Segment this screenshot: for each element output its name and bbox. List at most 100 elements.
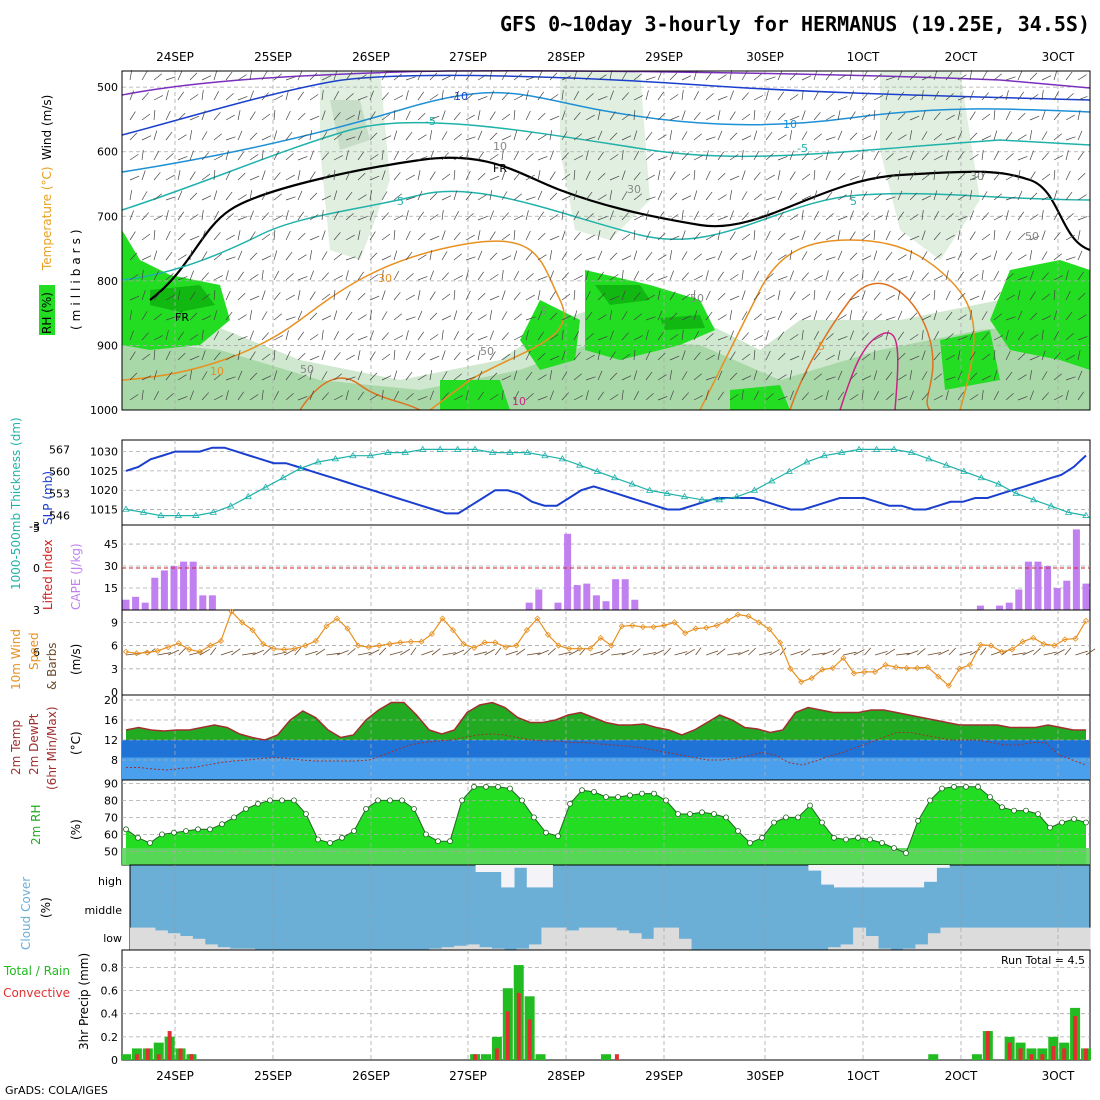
wind-speed-marker: [682, 630, 689, 637]
wind-barb: [225, 290, 231, 301]
wind-barb: [153, 350, 156, 361]
temp-tick-label: 12: [104, 734, 118, 747]
wind-barb: [501, 270, 504, 281]
wind-barb: [477, 230, 481, 241]
cloud-low-clear: [229, 948, 243, 950]
wind-barb: [333, 91, 340, 101]
wind-barb: [645, 230, 651, 241]
wind-barb: [741, 170, 746, 181]
wind-barb: [957, 151, 965, 161]
wind-barb: [189, 72, 198, 81]
thickness-marker: [244, 492, 252, 500]
wind-barb: [489, 295, 500, 301]
cloud-low-clear: [1002, 927, 1016, 950]
rh-marker: [135, 834, 141, 841]
wind-barb: [189, 94, 199, 101]
wind-barb: [741, 332, 749, 341]
wind-barb: [225, 333, 234, 341]
wind-barb: [585, 136, 596, 141]
wind-barb: [309, 94, 319, 101]
thickness-marker: [820, 451, 828, 459]
wind-barb: [225, 256, 236, 261]
wind-barb: [189, 270, 194, 281]
precip-bars: [121, 965, 1091, 1060]
wind-barb: [273, 215, 284, 221]
wind-speed-marker: [523, 627, 530, 634]
wind-barb: [129, 231, 136, 241]
cloud-high-clear: [885, 865, 899, 888]
wind-barb: [861, 113, 871, 121]
wind-barb: [357, 250, 363, 261]
wind-barb: [717, 350, 721, 361]
wind-barb: [849, 132, 858, 141]
thickness-marker: [768, 477, 776, 484]
wind-barb: [165, 273, 174, 281]
upper-wind-barbs: [129, 70, 1088, 401]
wind-barb: [753, 335, 764, 341]
wind-barb: [165, 131, 173, 141]
surface-wind-barb: [1043, 651, 1057, 656]
wind-barb: [729, 132, 738, 141]
wind-barb: [573, 275, 584, 281]
precip-conv-bar: [1007, 1042, 1012, 1060]
wind-barb: [717, 216, 728, 221]
cape-bar: [1034, 561, 1042, 610]
wind-barb: [705, 136, 716, 141]
rh-marker: [531, 814, 537, 821]
cloud-high-clear: [834, 865, 848, 888]
wind-barb: [657, 290, 661, 301]
wind-barb: [897, 91, 905, 101]
temp-tick-label: 20: [104, 694, 118, 707]
rh-marker: [855, 834, 861, 841]
rh-marker: [951, 783, 957, 790]
wind-barb: [465, 93, 474, 101]
thickness-marker: [174, 511, 183, 518]
wind-speed-marker: [924, 664, 931, 671]
wind-barb: [537, 156, 548, 161]
wind-barb: [705, 191, 713, 201]
rh-marker: [603, 794, 609, 800]
wind-barb: [573, 170, 576, 181]
cloud-low-clear: [678, 938, 692, 950]
wind-barb: [777, 170, 781, 181]
wind-barb: [345, 191, 353, 201]
wind-barb: [717, 172, 726, 181]
surface-wind-barb: [358, 651, 372, 656]
wind-barb: [513, 250, 518, 261]
cloud-low-clear: [952, 927, 966, 950]
wind-barb: [333, 70, 338, 81]
cloud-high-clear: [821, 865, 835, 885]
cape-bar: [602, 601, 610, 610]
wind-barb: [417, 310, 423, 321]
wind-barb: [549, 115, 560, 121]
temp-ylabel-3: (6hr Min/Max): [45, 707, 59, 791]
wind-barb: [153, 151, 160, 161]
wind-barb: [309, 214, 319, 221]
wind-barb: [945, 256, 956, 261]
wind-barb: [309, 115, 320, 121]
wind-barb: [465, 376, 476, 381]
wind-speed-marker: [217, 637, 225, 645]
wind-speed-marker: [165, 644, 172, 651]
wind-speed-markers: [122, 608, 1090, 689]
wind-barb: [201, 293, 211, 301]
wind-barb: [933, 331, 940, 341]
wind-barb: [885, 153, 894, 161]
contour-label: FR: [493, 162, 507, 175]
wind-barb: [357, 110, 361, 121]
wind-barb: [1053, 170, 1056, 181]
wind-barb: [357, 336, 368, 341]
wind-barb: [921, 230, 926, 241]
wind-barb: [465, 270, 469, 281]
wind-barb: [909, 192, 918, 201]
wind-barb: [561, 152, 569, 161]
wind-barb: [789, 171, 796, 181]
wind-barb: [345, 71, 353, 81]
bottom-date-label: 30SEP: [746, 1069, 784, 1083]
wind-barb: [201, 110, 206, 121]
wind-barb: [681, 110, 686, 121]
wind-barb: [381, 212, 389, 221]
rh-marker: [807, 802, 813, 809]
wind-barb: [357, 172, 366, 181]
wind-barb: [297, 374, 307, 381]
